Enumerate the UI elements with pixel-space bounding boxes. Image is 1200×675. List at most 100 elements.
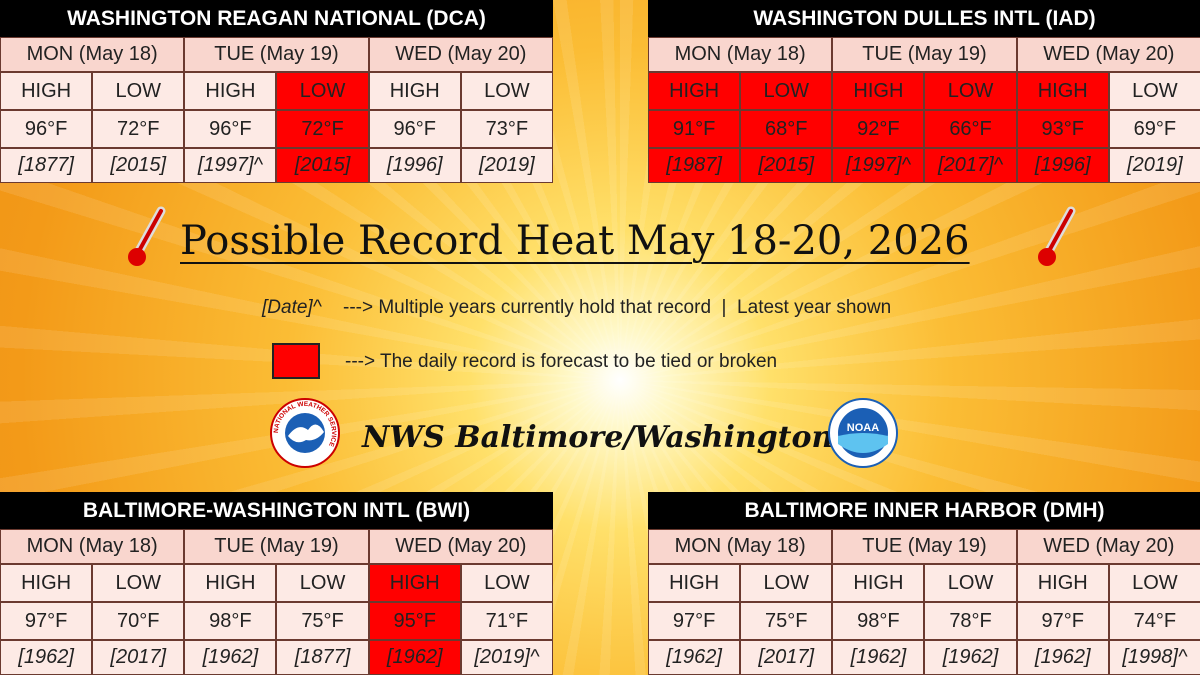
temperature-cell: 98°F (184, 602, 277, 640)
label-cell: LOW (92, 564, 185, 602)
day-row: MON (May 18) TUE (May 19) WED (May 20) (0, 529, 553, 564)
label-cell: HIGH (648, 564, 741, 602)
day-cell: MON (May 18) (0, 37, 185, 72)
record-year-cell: [1996] (368, 148, 461, 183)
temperature-cell: 95°F (368, 602, 461, 640)
temperature-cell: 75°F (740, 602, 833, 640)
record-year-cell: [1962] (832, 640, 925, 675)
day-cell: TUE (May 19) (832, 529, 1017, 564)
day-cell: MON (May 18) (0, 529, 185, 564)
temperature-cell: 96°F (0, 110, 93, 148)
label-cell: LOW (460, 564, 553, 602)
station-table: BALTIMORE INNER HARBOR (DMH) MON (May 18)… (648, 492, 1200, 675)
temperature-cell: 66°F (924, 110, 1017, 148)
station-table: WASHINGTON REAGAN NATIONAL (DCA) MON (May… (0, 0, 553, 183)
temperature-cell: 97°F (648, 602, 741, 640)
record-year-cell: [2015] (276, 148, 369, 183)
thermometer-left (128, 206, 166, 266)
label-cell: HIGH (368, 564, 461, 602)
noaa-logo-text: NOAA (847, 422, 879, 434)
record-year-cell: [2017] (740, 640, 833, 675)
label-cell: LOW (92, 72, 185, 110)
temperature-cell: 72°F (92, 110, 185, 148)
record-year-row: [1987] [2015] [1997]^ [2017]^ [1996] [2019] (648, 148, 1200, 183)
record-year-cell: [1962] (0, 640, 93, 675)
day-cell: MON (May 18) (648, 37, 833, 72)
temperature-cell: 98°F (832, 602, 925, 640)
label-row: HIGH LOW HIGH LOW HIGH LOW (648, 564, 1200, 602)
day-cell: WED (May 20) (368, 37, 553, 72)
temperature-cell: 75°F (276, 602, 369, 640)
temperature-row: 96°F 72°F 96°F 72°F 96°F 73°F (0, 110, 553, 148)
record-year-cell: [1877] (0, 148, 93, 183)
label-cell: HIGH (648, 72, 741, 110)
temperature-cell: 73°F (460, 110, 553, 148)
legend-color-description: ---> The daily record is forecast to be … (345, 351, 778, 372)
label-cell: LOW (276, 72, 369, 110)
label-cell: LOW (924, 564, 1017, 602)
temperature-row: 91°F 68°F 92°F 66°F 93°F 69°F (648, 110, 1200, 148)
temperature-cell: 97°F (1016, 602, 1109, 640)
record-year-cell: [1998]^ (1108, 640, 1200, 675)
legend-marker-text: [Date]^ (262, 297, 322, 318)
label-cell: HIGH (832, 72, 925, 110)
label-cell: LOW (740, 564, 833, 602)
day-cell: WED (May 20) (1016, 37, 1200, 72)
thermometer-right (1038, 206, 1076, 266)
temperature-cell: 70°F (92, 602, 185, 640)
temperature-cell: 96°F (184, 110, 277, 148)
temperature-cell: 74°F (1108, 602, 1200, 640)
label-cell: HIGH (0, 72, 93, 110)
station-title: WASHINGTON DULLES INTL (IAD) (648, 0, 1200, 37)
main-title: Possible Record Heat May 18-20, 2026 (180, 218, 970, 264)
record-year-cell: [1987] (648, 148, 741, 183)
record-year-row: [1962] [2017] [1962] [1877] [1962] [2019]^ (0, 640, 553, 675)
record-year-cell: [2017] (92, 640, 185, 675)
record-year-cell: [1962] (368, 640, 461, 675)
temperature-cell: 93°F (1016, 110, 1109, 148)
day-cell: MON (May 18) (648, 529, 833, 564)
label-cell: LOW (740, 72, 833, 110)
record-year-cell: [2019] (1108, 148, 1200, 183)
day-cell: TUE (May 19) (832, 37, 1017, 72)
legend-marker-description: ---> Multiple years currently hold that … (343, 297, 892, 318)
temperature-cell: 78°F (924, 602, 1017, 640)
day-row: MON (May 18) TUE (May 19) WED (May 20) (648, 37, 1200, 72)
temperature-cell: 91°F (648, 110, 741, 148)
day-cell: WED (May 20) (1016, 529, 1200, 564)
label-cell: LOW (460, 72, 553, 110)
station-title: BALTIMORE INNER HARBOR (DMH) (648, 492, 1200, 529)
station-title: BALTIMORE-WASHINGTON INTL (BWI) (0, 492, 553, 529)
record-year-cell: [1997]^ (832, 148, 925, 183)
day-cell: TUE (May 19) (184, 529, 369, 564)
record-year-cell: [2019] (460, 148, 553, 183)
record-year-cell: [2017]^ (924, 148, 1017, 183)
record-year-cell: [1962] (924, 640, 1017, 675)
label-cell: LOW (1108, 72, 1200, 110)
label-cell: HIGH (184, 72, 277, 110)
record-year-cell: [2015] (740, 148, 833, 183)
label-cell: HIGH (1016, 72, 1109, 110)
temperature-row: 97°F 75°F 98°F 78°F 97°F 74°F (648, 602, 1200, 640)
temperature-cell: 71°F (460, 602, 553, 640)
record-year-cell: [1962] (648, 640, 741, 675)
label-row: HIGH LOW HIGH LOW HIGH LOW (0, 564, 553, 602)
day-row: MON (May 18) TUE (May 19) WED (May 20) (0, 37, 553, 72)
nws-logo: NATIONAL WEATHER SERVICE (270, 398, 340, 468)
day-row: MON (May 18) TUE (May 19) WED (May 20) (648, 529, 1200, 564)
record-year-cell: [2019]^ (460, 640, 553, 675)
record-year-cell: [2015] (92, 148, 185, 183)
label-cell: HIGH (0, 564, 93, 602)
record-year-row: [1962] [2017] [1962] [1962] [1962] [1998]^ (648, 640, 1200, 675)
label-cell: HIGH (184, 564, 277, 602)
temperature-cell: 97°F (0, 602, 93, 640)
record-year-cell: [1962] (1016, 640, 1109, 675)
label-cell: LOW (1108, 564, 1200, 602)
station-table: WASHINGTON DULLES INTL (IAD) MON (May 18)… (648, 0, 1200, 183)
label-cell: LOW (276, 564, 369, 602)
station-title: WASHINGTON REAGAN NATIONAL (DCA) (0, 0, 553, 37)
legend-swatch (272, 343, 320, 379)
label-row: HIGH LOW HIGH LOW HIGH LOW (648, 72, 1200, 110)
temperature-cell: 92°F (832, 110, 925, 148)
